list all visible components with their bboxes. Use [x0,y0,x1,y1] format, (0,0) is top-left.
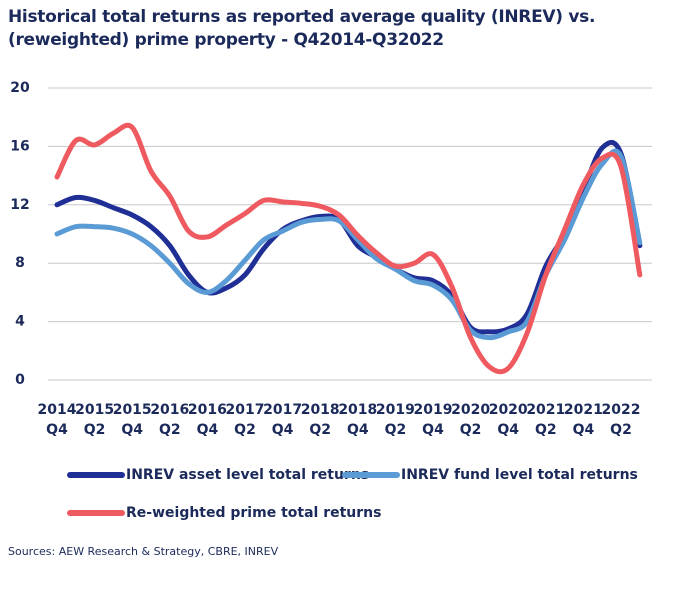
y-tick-label: 12 [10,197,29,213]
x-tick-label-line: Q4 [573,422,595,438]
x-tick-label-line: 2022 [602,402,641,418]
x-tick-label: 2022 Q2 [602,402,641,438]
y-tick-label: 16 [10,138,29,154]
x-tick-label-line: 2021 [526,402,565,418]
x-tick-label-line: 2019 [376,402,415,418]
x-tick-label: 2017 Q2 [226,402,265,438]
x-tick-label-line: Q2 [234,422,256,438]
x-tick-label-line: 2015 [113,402,152,418]
x-tick-label-line: 2017 [263,402,302,418]
x-tick-label-line: Q2 [610,422,632,438]
series-line [54,122,643,375]
x-tick-label: 2015 Q2 [75,402,114,438]
x-tick-label-line: 2016 [188,402,227,418]
series-line [54,148,643,341]
x-tick-label-line: Q4 [46,422,68,438]
x-tick-label: 2018 Q4 [338,402,377,438]
source-note: Sources: AEW Research & Strategy, CBRE, … [8,545,279,558]
x-tick-label-line: 2014 [38,402,77,418]
x-tick-label-line: Q4 [121,422,143,438]
legend-label: Re-weighted prime total returns [126,505,381,521]
x-tick-label: 2020 Q2 [451,402,490,438]
y-tick-label: 0 [15,372,25,388]
x-tick-label-line: Q4 [347,422,369,438]
legend-label: INREV fund level total returns [401,467,638,483]
x-tick-label-line: 2019 [414,402,453,418]
x-tick-label: 2016 Q2 [150,402,189,438]
x-tick-label-line: 2015 [75,402,114,418]
x-tick-label-line: Q2 [309,422,331,438]
x-tick-label: 2020 Q4 [489,402,528,438]
x-tick-label-line: 2020 [451,402,490,418]
x-tick-label-line: Q2 [535,422,557,438]
x-tick-label-line: Q4 [422,422,444,438]
y-tick-label: 8 [15,255,25,271]
x-tick-label-line: Q4 [197,422,219,438]
series-line [54,139,643,335]
x-tick-label-line: Q2 [460,422,482,438]
x-tick-label-line: Q2 [84,422,106,438]
x-tick-label: 2016 Q4 [188,402,227,438]
x-tick-label-line: Q4 [497,422,519,438]
x-tick-label-line: 2016 [150,402,189,418]
x-tick-label: 2021 Q4 [564,402,603,438]
x-tick-label: 2017 Q4 [263,402,302,438]
x-tick-label-line: 2018 [338,402,377,418]
x-tick-label: 2018 Q2 [301,402,340,438]
y-tick-label: 4 [15,314,25,330]
x-tick-label-line: Q2 [159,422,181,438]
x-tick-label-line: 2017 [226,402,265,418]
x-tick-label: 2021 Q2 [526,402,565,438]
x-tick-label-line: Q4 [272,422,294,438]
x-tick-label: 2019 Q2 [376,402,415,438]
x-tick-label: 2014 Q4 [38,402,77,438]
x-tick-label: 2015 Q4 [113,402,152,438]
x-tick-label-line: Q2 [385,422,407,438]
x-tick-label-line: 2020 [489,402,528,418]
legend-label: INREV asset level total returns [126,467,369,483]
x-tick-label-line: 2021 [564,402,603,418]
x-tick-label: 2019 Q4 [414,402,453,438]
y-tick-label: 20 [10,80,30,96]
x-tick-label-line: 2018 [301,402,340,418]
chart-title: Historical total returns as reported ave… [8,7,596,50]
